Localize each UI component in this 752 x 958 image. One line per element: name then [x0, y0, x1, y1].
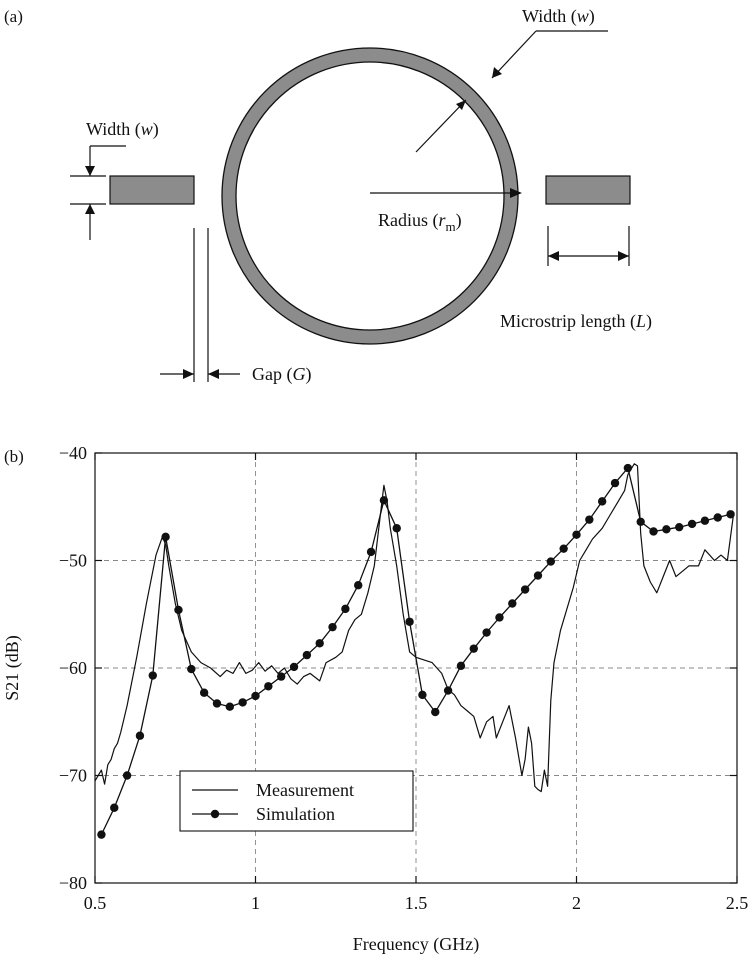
simulation-point — [649, 527, 658, 536]
simulation-point — [431, 707, 440, 717]
simulation-point — [251, 691, 260, 701]
simulation-point — [662, 525, 671, 534]
simulation-point — [366, 547, 376, 557]
simulation-point — [726, 510, 735, 519]
simulation-point — [520, 585, 530, 594]
radius-label: Radius (rm) — [378, 210, 462, 234]
y-tick-label: −80 — [59, 873, 87, 893]
simulation-point — [610, 478, 620, 488]
y-tick-label: −70 — [59, 766, 87, 786]
simulation-point — [392, 524, 401, 533]
simulation-point — [700, 516, 710, 525]
y-tick-label: −40 — [59, 443, 87, 463]
simulation-point — [675, 522, 684, 532]
x-tick-label: 1 — [251, 893, 260, 913]
simulation-point — [97, 830, 106, 839]
simulation-point — [276, 672, 286, 681]
simulation-point — [174, 605, 183, 615]
simulation-point — [264, 682, 273, 691]
simulation-point — [418, 690, 427, 700]
width-annotation-top: Width (w) — [415, 6, 608, 153]
simulation-point — [225, 702, 235, 711]
x-tick-label: 2.5 — [726, 893, 749, 913]
x-axis-label: Frequency (GHz) — [353, 934, 479, 955]
y-tick-label: −50 — [59, 551, 87, 571]
simulation-point — [508, 599, 517, 608]
simulation-point — [443, 686, 453, 695]
legend-box — [179, 770, 414, 832]
simulation-point — [289, 662, 299, 672]
x-tick-label: 0.5 — [84, 893, 107, 913]
panel-a: (a) Width (w) Width (w) — [4, 6, 652, 385]
simulation-point — [597, 497, 607, 506]
simulation-point — [405, 617, 414, 626]
microstrip-length-annotation: Microstrip length (L) — [500, 226, 652, 332]
microstrip-length-label: Microstrip length (L) — [500, 311, 652, 332]
panel-b: (b) 0.5 1 1.5 2 2.5 −80 −70 −60 −50 −40 Frequency … — [2, 443, 748, 955]
simulation-point — [212, 699, 222, 708]
legend-simulation-label: Simulation — [256, 804, 335, 824]
simulation-point — [585, 515, 594, 524]
simulation-point — [161, 532, 170, 542]
right-feed-line — [545, 175, 631, 205]
simulation-point — [495, 613, 504, 622]
gap-annotation: Gap (G) — [160, 228, 311, 385]
simulation-point — [238, 698, 247, 707]
simulation-point — [341, 604, 350, 614]
y-tick-label: −60 — [59, 658, 87, 678]
width-label-top: Width (w) — [522, 6, 595, 27]
width-annotation-left: Width (w) — [70, 119, 159, 240]
simulation-point — [328, 622, 337, 632]
simulation-point — [199, 688, 209, 697]
s21-chart: 0.5 1 1.5 2 2.5 −80 −70 −60 −50 −40 Frequency (GHz… — [2, 443, 748, 955]
x-tick-label: 1.5 — [405, 893, 428, 913]
simulation-point — [636, 517, 645, 526]
width-label-left: Width (w) — [86, 119, 159, 140]
y-axis-label: S21 (dB) — [2, 635, 23, 701]
simulation-point — [354, 581, 363, 590]
simulation-point — [148, 671, 157, 680]
simulation-point — [135, 731, 145, 740]
simulation-point — [187, 664, 196, 674]
simulation-point — [456, 661, 466, 671]
simulation-point — [546, 557, 556, 566]
gap-label: Gap (G) — [252, 364, 311, 385]
simulation-point — [482, 628, 491, 637]
simulation-point — [687, 519, 697, 529]
simulation-point — [122, 771, 132, 780]
left-feed-line — [109, 175, 195, 205]
radius-annotation: Radius (rm) — [370, 188, 522, 234]
simulation-point — [533, 571, 543, 580]
x-tick-label: 2 — [572, 893, 581, 913]
legend-simulation-marker — [210, 809, 220, 819]
ring-inner-hole — [235, 61, 505, 331]
legend-measurement-label: Measurement — [256, 780, 354, 800]
simulation-point — [379, 496, 389, 505]
simulation-point — [110, 803, 119, 812]
simulation-point — [469, 644, 478, 653]
simulation-point — [315, 639, 324, 648]
panel-b-label: (b) — [4, 447, 24, 466]
simulation-point — [623, 463, 633, 473]
simulation-point — [559, 544, 568, 553]
simulation-point — [713, 513, 722, 522]
simulation-point — [302, 650, 312, 660]
panel-a-label: (a) — [4, 7, 23, 26]
simulation-point — [572, 530, 581, 539]
